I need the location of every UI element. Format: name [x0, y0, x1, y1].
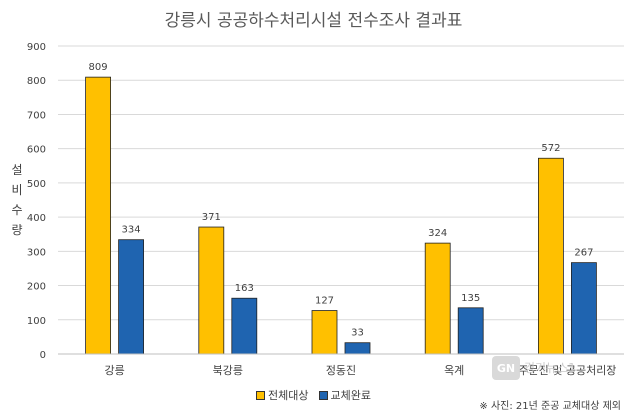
data-label: 324	[428, 228, 447, 239]
data-label: 33	[351, 328, 364, 339]
data-label: 135	[461, 293, 480, 304]
y-tick-label: 700	[27, 110, 46, 121]
y-tick-label: 200	[27, 282, 46, 293]
legend-item-done: 교체완료	[318, 387, 371, 403]
y-tick-label: 800	[27, 76, 46, 87]
y-tick-label: 400	[27, 213, 46, 224]
bar-target	[85, 76, 111, 355]
photo-caption: ※ 사진: 21년 준공 교체대상 제외	[479, 401, 621, 412]
y-axis-label-char: 비	[11, 183, 23, 197]
legend-item-target: 전체대상	[256, 387, 309, 403]
y-tick-label: 300	[27, 247, 46, 258]
x-tick-label: 주문진 및 공공처리장	[518, 364, 616, 377]
chart-title: 강릉시 공공하수처리시설 전수조사 결과표	[164, 11, 463, 31]
bar-done	[571, 262, 597, 355]
legend: 전체대상 교체완료	[0, 387, 627, 403]
x-tick-label: 강릉	[104, 364, 124, 377]
bar-target	[311, 310, 338, 355]
legend-swatch-target	[256, 390, 266, 400]
data-label: 267	[574, 248, 593, 259]
legend-label-done: 교체완료	[330, 389, 371, 402]
x-tick-label: 정동진	[326, 364, 356, 377]
bar-done	[457, 307, 484, 355]
data-label: 572	[541, 143, 560, 154]
data-label: 371	[202, 212, 221, 223]
y-tick-label: 0	[40, 350, 46, 361]
y-tick-label: 600	[27, 145, 46, 156]
watermark: GN 경기뉴스1	[492, 356, 576, 380]
bar-target	[538, 157, 564, 355]
bar-target	[198, 226, 225, 355]
x-tick-label: 옥계	[444, 364, 464, 377]
y-axis-label-char: 수	[11, 203, 23, 217]
y-axis-label-char: 량	[11, 223, 23, 237]
legend-swatch-done	[318, 390, 328, 400]
data-label: 809	[89, 62, 108, 73]
y-tick-label: 500	[27, 179, 46, 190]
data-label: 163	[235, 283, 254, 294]
data-label: 127	[315, 296, 334, 307]
bar-target	[424, 242, 451, 355]
y-axis-label-char: 설	[11, 163, 23, 177]
legend-label-target: 전체대상	[268, 389, 309, 402]
bar-done	[344, 342, 371, 355]
watermark-text: 경기뉴스1	[524, 361, 576, 375]
bar-done	[231, 297, 258, 355]
data-label: 334	[122, 225, 141, 236]
bar-done	[118, 239, 144, 355]
watermark-logo: GN	[492, 356, 520, 380]
y-tick-label: 100	[27, 316, 46, 327]
x-tick-label: 북강릉	[213, 364, 243, 377]
y-tick-label: 900	[27, 42, 46, 53]
